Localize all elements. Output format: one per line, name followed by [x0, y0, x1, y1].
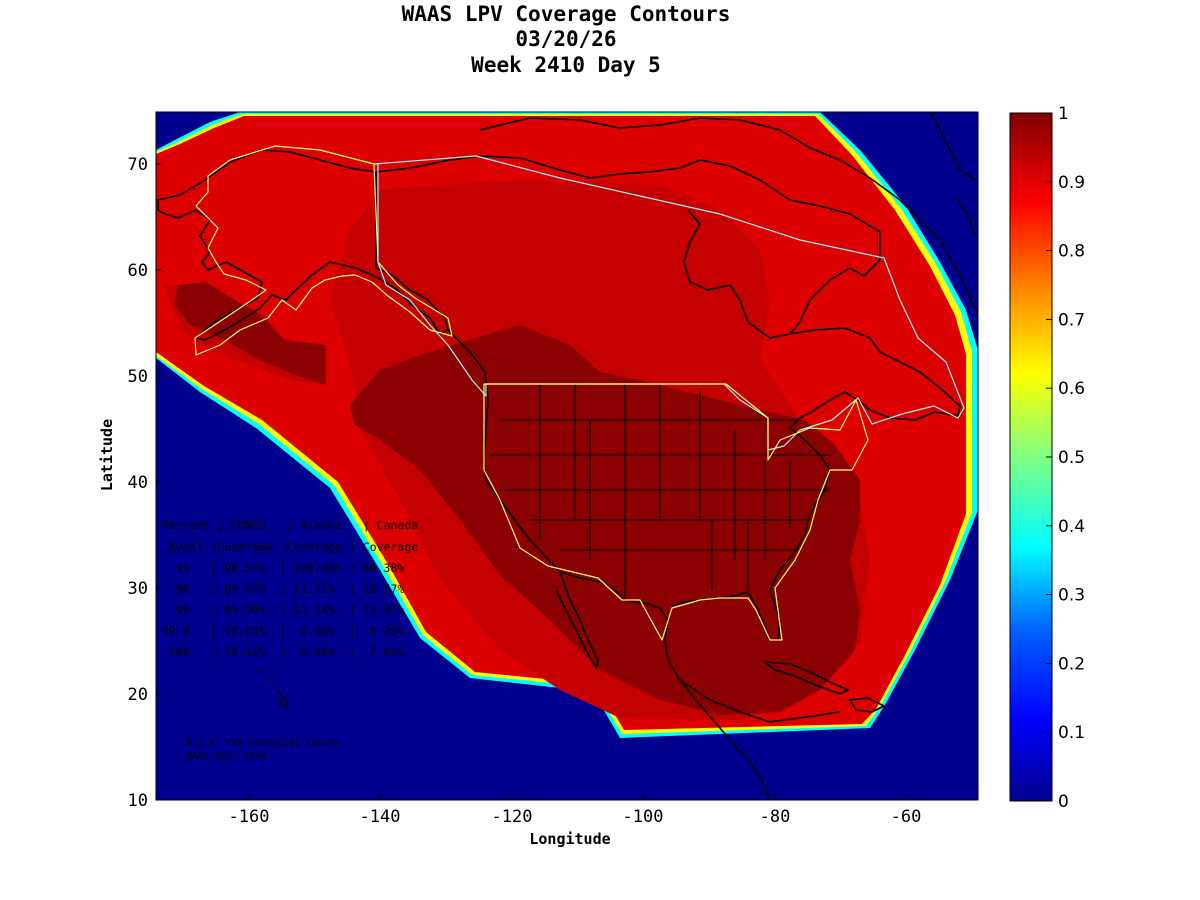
coastline-central-america — [679, 679, 771, 800]
colorbar-tick-label: 0.5 — [1058, 448, 1085, 468]
colorbar-tick-label: 0.3 — [1058, 586, 1085, 606]
y-tick-label: 30 — [128, 579, 148, 599]
service-volume-conus — [483, 383, 869, 641]
colorbar-tick-label: 0.2 — [1058, 654, 1085, 674]
coastline-us-west — [447, 329, 841, 723]
table-row: 95 | 98.57% | 100.00% | 66.38% — [162, 561, 404, 575]
y-tick-label: 70 — [128, 155, 148, 175]
map-plot-area — [156, 112, 978, 800]
us-state-borders — [486, 383, 830, 600]
x-tick-label: -80 — [760, 807, 791, 827]
chart-title-line-1: WAAS LPV Coverage Contours — [402, 2, 731, 26]
credit-line-2: WAAS Test Team — [186, 751, 266, 762]
x-axis-label: Longitude — [529, 830, 610, 848]
coastline-greenland — [929, 112, 976, 236]
colorbar: 0 0.1 0.2 0.3 0.4 0.5 0.6 0.7 0.8 0.9 1 — [1009, 104, 1085, 812]
table-row: 99.9 | 78.83% | 6.98% | 8.29% — [162, 624, 404, 638]
table-row: 100 | 78.22% | 6.98% | 7.65% — [162, 645, 404, 659]
chart-title-line-3: Week 2410 Day 5 — [471, 53, 661, 77]
colorbar-tick-label: 0.9 — [1058, 173, 1085, 193]
colorbar-tick-label: 1 — [1058, 104, 1069, 124]
coastline-hawaii — [257, 669, 289, 709]
coastline-mexico-baja — [555, 571, 599, 669]
coastline-us-east — [671, 427, 831, 641]
x-tick-label: -140 — [360, 807, 401, 827]
table-row: Percent | CONUS | Alaska | Canada — [162, 518, 418, 532]
credit-line-1: W.J.H. FAA Technical Center — [186, 738, 341, 749]
colorbar-tick-label: 0.8 — [1058, 242, 1085, 262]
x-tick-label: -120 — [492, 807, 533, 827]
x-tick-label: -60 — [891, 807, 922, 827]
table-row: 98 | 89.67% | 21.71% | 18.57% — [162, 582, 404, 596]
service-volume-canada — [373, 155, 965, 451]
coastline-cuba — [764, 661, 849, 695]
coastline-hispaniola — [849, 697, 885, 713]
colorbar-ticks: 0 0.1 0.2 0.3 0.4 0.5 0.6 0.7 0.8 0.9 1 — [1046, 104, 1085, 812]
y-axis-label: Latitude — [98, 419, 116, 491]
table-row: Avail.|Coverage |Coverage | Coverage — [162, 540, 418, 554]
coastline-arctic-islands — [479, 117, 978, 316]
x-axis: -160 -140 -120 -100 -80 -60 Longitude — [229, 794, 922, 848]
x-tick-label: -100 — [623, 807, 664, 827]
coverage-table: Percent | CONUS | Alaska | Canada Avail.… — [162, 518, 418, 659]
chart-title-line-2: 03/20/26 — [515, 27, 616, 51]
coastline-alaska — [157, 149, 449, 341]
colorbar-tick-label: 0 — [1058, 792, 1069, 812]
y-tick-label: 60 — [128, 261, 148, 281]
coastline-canada-north — [375, 155, 881, 339]
y-tick-label: 10 — [128, 791, 148, 811]
y-tick-label: 40 — [128, 473, 148, 493]
colorbar-gradient — [1009, 112, 1053, 802]
service-volume-alaska — [194, 145, 453, 356]
y-axis: 10 20 30 40 50 60 70 Latitude — [98, 155, 162, 811]
x-tick-label: -160 — [229, 807, 270, 827]
y-tick-label: 20 — [128, 685, 148, 705]
table-row: 99 | 85.90% | 13.14% | 13.87% — [162, 603, 404, 617]
coastline-hudson-east — [789, 327, 961, 429]
colorbar-tick-label: 0.1 — [1058, 723, 1085, 743]
coverage-max-region-alaska — [175, 282, 326, 385]
colorbar-tick-label: 0.6 — [1058, 379, 1085, 399]
colorbar-tick-label: 0.4 — [1058, 517, 1085, 537]
y-tick-label: 50 — [128, 367, 148, 387]
plot-frame — [155, 111, 979, 801]
colorbar-tick-label: 0.7 — [1058, 310, 1085, 330]
